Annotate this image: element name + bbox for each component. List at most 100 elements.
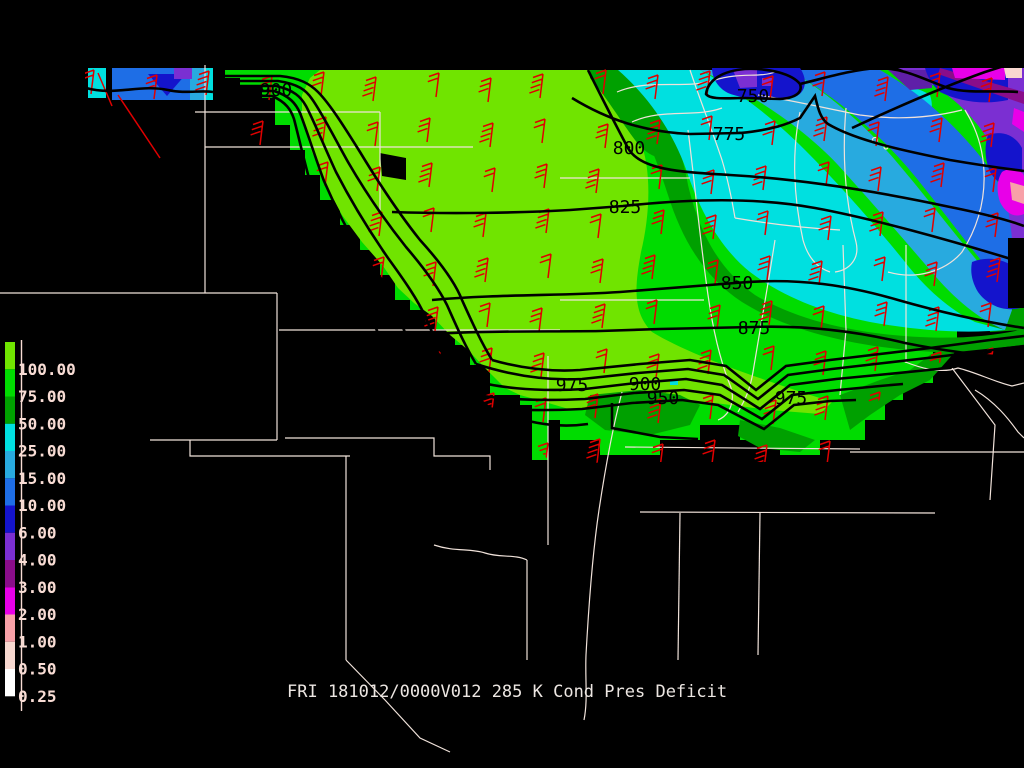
contour-line	[407, 325, 1009, 359]
legend-value-label: 2.00	[18, 605, 57, 624]
region-fill-cyan	[618, 70, 1005, 332]
legend-value-label: 50.00	[18, 414, 66, 433]
legend-swatch	[5, 669, 15, 697]
contour-label: 975	[556, 375, 589, 396]
legend-value-label: 4.00	[18, 551, 57, 570]
region-fill-dkgreen	[738, 420, 815, 452]
legend-swatch	[5, 451, 15, 479]
legend-swatch	[5, 505, 15, 533]
region-black-notch	[1008, 238, 1024, 308]
contour-line	[213, 84, 460, 378]
region-fill-lime	[302, 70, 832, 414]
region-fill-sky	[700, 70, 1012, 330]
contour-label: 900	[629, 374, 662, 395]
contour-line	[610, 403, 699, 441]
contour-line	[213, 89, 441, 389]
contour-label: 800	[613, 138, 646, 159]
state-border-line	[583, 391, 623, 721]
legend-swatch	[5, 532, 15, 561]
legend-value-label: 100.00	[18, 360, 76, 379]
lake-michigan-west-shore	[794, 111, 831, 273]
legend-value-label: 25.00	[18, 442, 66, 461]
contour-line	[499, 410, 589, 427]
contour-label: 950	[647, 388, 680, 409]
contour-line	[799, 66, 1019, 94]
legend-swatch	[5, 423, 15, 452]
contour-labels: 900 8750 800 825 775 750 850 875 975 900…	[254, 80, 807, 409]
region-fill-cyan	[670, 380, 678, 385]
legend-swatch	[5, 369, 15, 397]
state-border-line	[677, 512, 681, 661]
legend-swatch	[5, 560, 15, 588]
region-fill-violet	[898, 68, 1024, 238]
region-fill	[174, 68, 192, 79]
state-border-line	[189, 440, 350, 457]
legend-value-label: 15.00	[18, 469, 66, 488]
contour-label: 900	[260, 80, 293, 101]
state-border-line	[839, 244, 847, 396]
contour-label: 825	[609, 197, 642, 218]
state-border-line	[974, 389, 1024, 439]
region-black-wedge	[213, 100, 268, 188]
contour-label: 850	[721, 273, 754, 294]
wind-barb-icon	[117, 94, 161, 159]
region-fill-violet-dark	[888, 70, 932, 90]
contour-line	[417, 397, 857, 431]
color-scale-legend: 100.00 75.00 50.00 25.00 15.00 10.00 6.00 4.00 3…	[5, 340, 76, 711]
state-border-line	[345, 659, 451, 753]
legend-value-label: 10.00	[18, 496, 66, 515]
legend-value-label: 3.00	[18, 578, 57, 597]
region-black-wedge	[380, 153, 406, 180]
contour-label: 875	[738, 318, 771, 339]
contour-line	[391, 198, 1024, 265]
region-fill-dkgreen	[840, 345, 955, 430]
contour-lines	[85, 62, 1024, 441]
contour-line	[586, 69, 1024, 228]
map-title: FRI 181012/0000V012 285 K Cond Pres Defi…	[287, 682, 727, 702]
region-fill-ltpink	[1004, 68, 1022, 78]
state-border-line	[951, 367, 996, 501]
legend-swatch	[5, 342, 15, 370]
legend-labels: 100.00 75.00 50.00 25.00 15.00 10.00 6.00 4.00 3…	[18, 360, 76, 706]
state-border-line	[757, 94, 963, 119]
contour-label: 750	[737, 86, 770, 107]
legend-value-label: 1.00	[18, 632, 57, 651]
state-border-line	[285, 437, 491, 470]
legend-swatch	[5, 587, 15, 615]
state-border-line	[902, 360, 1024, 387]
contour-label: 8750	[254, 154, 297, 175]
region-fill-magenta	[1012, 108, 1024, 132]
region-fill-magenta	[997, 168, 1024, 216]
state-border-line	[757, 512, 761, 656]
legend-swatch	[5, 614, 15, 642]
legend-value-label: 0.50	[18, 660, 57, 679]
state-border-line	[639, 511, 936, 514]
contour-line	[439, 382, 904, 421]
region-fill-pink	[1010, 182, 1024, 204]
region-fill	[148, 74, 186, 96]
legend-value-label: 0.25	[18, 687, 57, 706]
contour-line	[491, 334, 1024, 392]
region-fill-blue	[790, 70, 1014, 300]
state-border-line	[433, 544, 528, 561]
legend-swatches	[5, 342, 15, 697]
contour-line	[851, 62, 1011, 130]
legend-swatch	[5, 396, 15, 424]
contour-line	[213, 79, 478, 365]
contour-line	[85, 86, 214, 94]
legend-swatch	[5, 641, 15, 670]
contour-line	[457, 364, 958, 411]
contour-line	[431, 279, 1024, 330]
legend-value-label: 75.00	[18, 387, 66, 406]
contour-line	[213, 94, 419, 400]
contour-label: 975	[775, 388, 808, 409]
legend-swatch	[5, 478, 15, 506]
contour-line	[571, 92, 1024, 173]
region-fill-violet	[733, 70, 757, 88]
contour-label: 775	[713, 124, 746, 145]
lake-michigan-east-shore	[834, 107, 858, 273]
region-fill-navy	[971, 258, 1020, 310]
legend-value-label: 6.00	[18, 523, 57, 542]
